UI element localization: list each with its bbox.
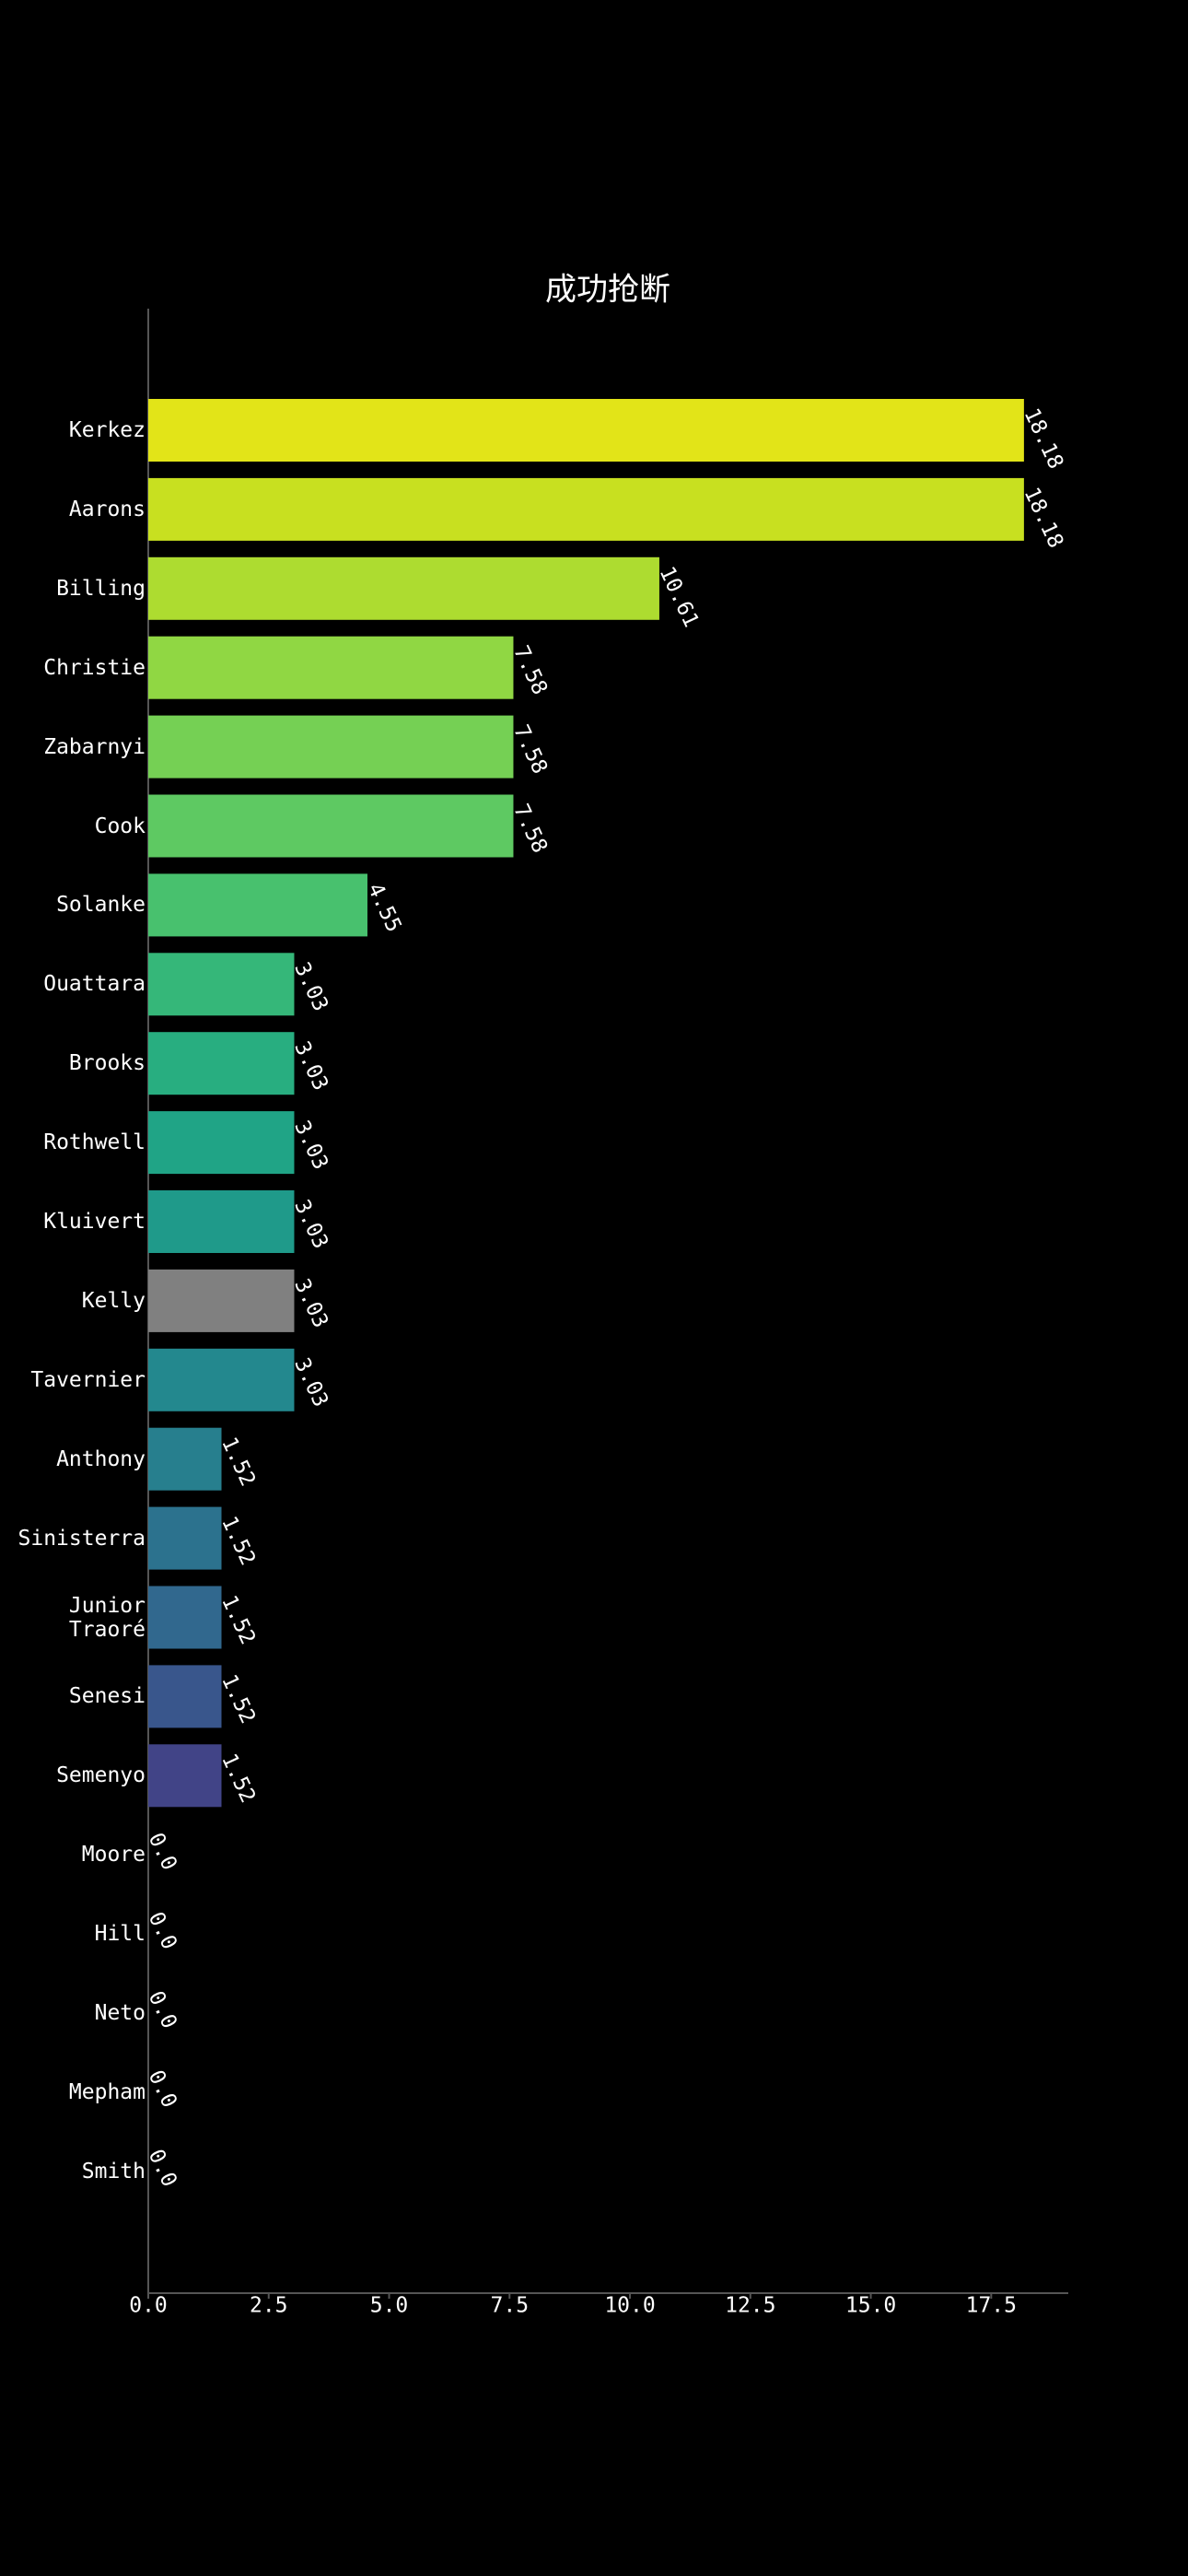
bar bbox=[148, 1111, 295, 1175]
bar bbox=[148, 1586, 222, 1649]
value-label: 1.52 bbox=[216, 1671, 260, 1727]
value-label: 10.61 bbox=[655, 563, 704, 631]
x-tick-label: 15.0 bbox=[845, 2294, 896, 2318]
y-tick-label: Solanke bbox=[56, 893, 146, 918]
value-label: 7.58 bbox=[508, 642, 552, 698]
bar bbox=[148, 399, 1024, 462]
y-tick-label: Christie bbox=[43, 655, 146, 680]
y-tick-label: Senesi bbox=[68, 1684, 146, 1709]
x-tick-label: 10.0 bbox=[604, 2294, 655, 2318]
y-tick-label: Sinisterra bbox=[17, 1526, 146, 1551]
bar bbox=[148, 1744, 222, 1808]
value-label: 18.18 bbox=[1019, 484, 1068, 552]
y-tick-label: Brooks bbox=[68, 1051, 146, 1076]
x-tick-label: 17.5 bbox=[966, 2294, 1017, 2318]
y-tick-label: Billing bbox=[56, 576, 146, 601]
bar bbox=[148, 1190, 295, 1253]
bar bbox=[148, 715, 514, 779]
bar bbox=[148, 794, 514, 858]
value-label: 7.58 bbox=[508, 801, 552, 857]
y-tick-label: Rothwell bbox=[43, 1130, 146, 1155]
bar bbox=[148, 953, 295, 1016]
bar bbox=[148, 1348, 295, 1411]
chart-title: 成功抢断 bbox=[545, 272, 670, 309]
value-label: 18.18 bbox=[1019, 404, 1068, 473]
y-tick-label: Anthony bbox=[56, 1446, 146, 1471]
value-label: 3.03 bbox=[289, 1037, 332, 1094]
x-tick-label: 2.5 bbox=[250, 2294, 288, 2318]
y-tick-label: Aarons bbox=[68, 497, 146, 521]
value-label: 1.52 bbox=[216, 1513, 260, 1569]
value-label: 3.03 bbox=[289, 959, 332, 1015]
value-label: 3.03 bbox=[289, 1354, 332, 1411]
bar bbox=[148, 556, 659, 620]
value-label: 3.03 bbox=[289, 1275, 332, 1331]
value-label: 3.03 bbox=[289, 1196, 332, 1252]
value-label: 1.52 bbox=[216, 1592, 260, 1648]
y-tick-label: Kerkez bbox=[68, 418, 146, 442]
x-tick-label: 7.5 bbox=[491, 2294, 530, 2318]
y-tick-label: Ouattara bbox=[43, 972, 146, 997]
x-tick-label: 0.0 bbox=[129, 2294, 168, 2318]
x-tick-label: 5.0 bbox=[370, 2294, 409, 2318]
bar bbox=[148, 1506, 222, 1570]
y-tick-label: Kelly bbox=[81, 1288, 146, 1313]
bar bbox=[148, 873, 367, 937]
bar bbox=[148, 477, 1024, 541]
value-label: 1.52 bbox=[216, 1434, 260, 1490]
y-tick-label: Moore bbox=[81, 1843, 146, 1868]
y-tick-label: Mepham bbox=[68, 2079, 146, 2104]
y-tick-label: Semenyo bbox=[56, 1763, 146, 1788]
y-tick-label: Neto bbox=[94, 2001, 146, 2025]
x-tick-label: 12.5 bbox=[725, 2294, 775, 2318]
bar bbox=[148, 1665, 222, 1728]
bar bbox=[148, 1427, 222, 1491]
y-tick-label: Smith bbox=[81, 2159, 146, 2184]
y-tick-label: Kluivert bbox=[43, 1210, 146, 1234]
bar bbox=[148, 1032, 295, 1095]
y-tick-label: Junior Traoré bbox=[68, 1593, 146, 1642]
y-tick-label: Cook bbox=[94, 814, 146, 838]
value-label: 4.55 bbox=[363, 880, 406, 936]
bar bbox=[148, 636, 514, 699]
bar bbox=[148, 1269, 295, 1332]
y-tick-label: Zabarnyi bbox=[43, 734, 146, 759]
value-label: 1.52 bbox=[216, 1751, 260, 1807]
value-label: 3.03 bbox=[289, 1117, 332, 1173]
y-tick-label: Tavernier bbox=[30, 1367, 146, 1392]
y-tick-label: Hill bbox=[94, 1922, 146, 1947]
value-label: 7.58 bbox=[508, 721, 552, 778]
